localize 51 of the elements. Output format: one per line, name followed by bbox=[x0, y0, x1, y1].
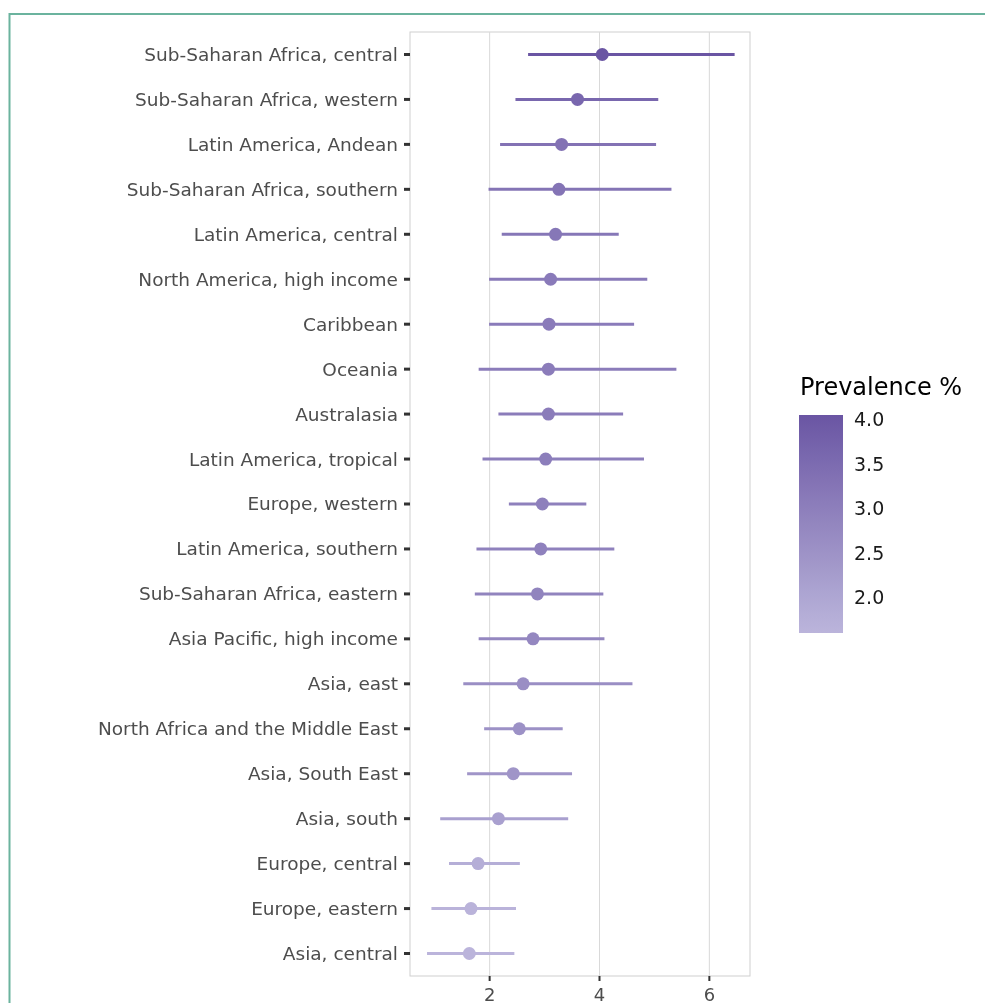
point bbox=[471, 857, 485, 871]
point bbox=[544, 272, 558, 286]
point bbox=[464, 902, 478, 916]
y-tick-label: Sub-Saharan Africa, southern bbox=[126, 178, 398, 200]
point bbox=[516, 677, 530, 691]
y-tick-label: Latin America, Andean bbox=[187, 133, 398, 155]
x-tick-label: 4 bbox=[593, 984, 606, 1003]
point bbox=[541, 407, 555, 421]
y-tick-label: Asia, central bbox=[282, 943, 398, 964]
y-tick-label: Asia, south bbox=[295, 808, 398, 830]
y-tick-label: North Africa and the Middle East bbox=[97, 718, 398, 740]
point bbox=[539, 452, 553, 466]
point bbox=[530, 587, 544, 601]
color-bar-label: 3.0 bbox=[854, 497, 885, 520]
point bbox=[534, 542, 548, 556]
point bbox=[491, 812, 505, 826]
y-tick-label: Latin America, central bbox=[193, 223, 398, 245]
point bbox=[542, 317, 556, 331]
color-bar-label: 4.0 bbox=[854, 408, 885, 431]
point bbox=[571, 92, 585, 106]
point bbox=[526, 632, 540, 646]
point bbox=[541, 362, 555, 376]
point bbox=[462, 947, 476, 961]
color-bar-label: 2.0 bbox=[854, 586, 885, 609]
y-tick-label: Europe, western bbox=[247, 493, 398, 515]
y-tick-label: Australasia bbox=[295, 403, 398, 425]
color-bar-label: 3.5 bbox=[854, 452, 885, 475]
y-tick-label: Asia Pacific, high income bbox=[168, 628, 398, 650]
y-tick-label: Sub-Saharan Africa, central bbox=[144, 43, 398, 65]
y-tick-label: Sub-Saharan Africa, western bbox=[135, 88, 398, 110]
color-bar-label: 2.5 bbox=[854, 541, 885, 564]
point bbox=[555, 137, 569, 151]
y-tick-label: Asia, South East bbox=[247, 763, 398, 785]
point bbox=[549, 227, 563, 241]
point bbox=[506, 767, 520, 781]
y-tick-label: North America, high income bbox=[138, 268, 398, 290]
y-tick-label: Latin America, southern bbox=[176, 538, 398, 560]
y-tick-label: Latin America, tropical bbox=[188, 448, 398, 470]
y-tick-label: Caribbean bbox=[303, 313, 398, 335]
point bbox=[535, 497, 549, 511]
x-tick-label: 2 bbox=[483, 984, 496, 1003]
y-tick-label: Oceania bbox=[322, 358, 398, 380]
x-tick-label: 6 bbox=[703, 984, 716, 1003]
y-tick-label: Europe, central bbox=[256, 853, 398, 875]
y-tick-label: Europe, eastern bbox=[251, 898, 398, 920]
y-tick-label: Asia, east bbox=[307, 673, 398, 695]
color-bar-title: Prevalence % bbox=[800, 373, 963, 401]
point bbox=[552, 182, 566, 196]
point bbox=[595, 47, 609, 61]
y-tick-label: Sub-Saharan Africa, eastern bbox=[138, 583, 398, 605]
point bbox=[512, 722, 526, 736]
